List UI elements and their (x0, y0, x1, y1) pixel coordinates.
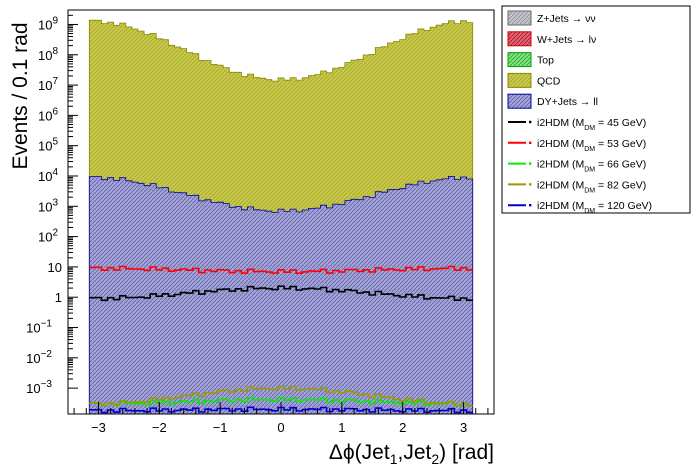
x-tick-label: 1 (338, 420, 345, 435)
y-tick-label: 10−1 (26, 319, 52, 336)
legend-box (501, 5, 691, 214)
legend-entry: i2HDM (MDM = 53 GeV) (508, 138, 646, 153)
legend-label: Z+Jets → νν (537, 13, 596, 25)
dy-jets-stack-fill (88, 176, 474, 414)
legend-entry: QCD (507, 72, 561, 88)
y-tick-label: 10−2 (26, 349, 52, 366)
x-tick-label: −3 (91, 420, 106, 435)
legend-label: i2HDM (MDM = 45 GeV) (537, 117, 646, 132)
legend-swatch (507, 31, 532, 47)
legend-entry: W+Jets → lν (507, 31, 596, 47)
legend-label: DY+Jets → ll (537, 96, 598, 108)
y-tick-label: 102 (38, 228, 58, 245)
legend-entry: i2HDM (MDM = 45 GeV) (508, 117, 646, 132)
y-tick-label: 1 (55, 290, 62, 305)
legend-marker (529, 141, 532, 144)
legend-label: i2HDM (MDM = 53 GeV) (537, 138, 646, 153)
legend-label: i2HDM (MDM = 82 GeV) (537, 179, 646, 194)
legend-entry: i2HDM (MDM = 82 GeV) (508, 179, 646, 194)
legend-marker (529, 204, 532, 207)
legend-swatch (507, 72, 532, 88)
legend-label: i2HDM (MDM = 120 GeV) (537, 200, 652, 215)
y-tick-label: 10 (48, 260, 62, 275)
y-axis: 109 108 107 106 105 104 103 102 10 110−1 10−2 10−3 (26, 9, 78, 396)
y-tick-label: 103 (38, 197, 58, 214)
legend-entry: DY+Jets → ll (507, 93, 598, 109)
signal-line-3 (89, 396, 473, 407)
legend-label: W+Jets → lν (537, 34, 596, 46)
legend-entry: i2HDM (MDM = 66 GeV) (508, 159, 646, 174)
y-axis-title: Events / 0.1 rad (9, 22, 32, 169)
legend-marker (529, 120, 532, 124)
y-tick-label: 104 (38, 167, 58, 184)
y-tick-label: 108 (38, 46, 58, 63)
y-tick-label: 106 (38, 106, 58, 123)
legend-swatch (507, 52, 532, 68)
x-tick-label: −2 (152, 420, 167, 435)
legend-entry: Z+Jets → νν (507, 10, 596, 26)
legend-label: QCD (537, 75, 561, 87)
x-tick-label: 3 (460, 420, 467, 435)
plot-area (88, 19, 474, 414)
legend-marker (529, 162, 532, 165)
legend-label: Top (537, 55, 554, 67)
x-axis: −3 −2 −1 0 1 2 3 (73, 402, 489, 435)
legend-entry: i2HDM (MDM = 120 GeV) (508, 200, 652, 215)
x-axis-title: Δϕ(Jet1,Jet2) [rad] (329, 441, 494, 467)
signal-line-5 (89, 406, 473, 414)
signal-line-4 (89, 385, 473, 407)
x-tick-label: 0 (277, 420, 284, 435)
legend-entry: Top (507, 52, 554, 68)
y-tick-label: 105 (38, 137, 58, 154)
legend-label: i2HDM (MDM = 66 GeV) (537, 159, 646, 174)
legend-swatch (507, 10, 532, 26)
x-tick-label: 2 (399, 420, 406, 435)
x-tick-label: −1 (213, 420, 228, 435)
legend: Z+Jets → νν W+Jets → lν Top QCD DY+Jets → ll… (501, 5, 691, 215)
y-tick-label: 107 (38, 76, 58, 93)
legend-swatch (507, 93, 532, 109)
y-tick-label: 10−3 (26, 379, 52, 396)
signal-line-1 (89, 285, 473, 302)
legend-marker (529, 183, 532, 186)
signal-lines (89, 265, 473, 414)
signal-line-2 (89, 265, 473, 274)
y-tick-label: 109 (38, 15, 58, 32)
